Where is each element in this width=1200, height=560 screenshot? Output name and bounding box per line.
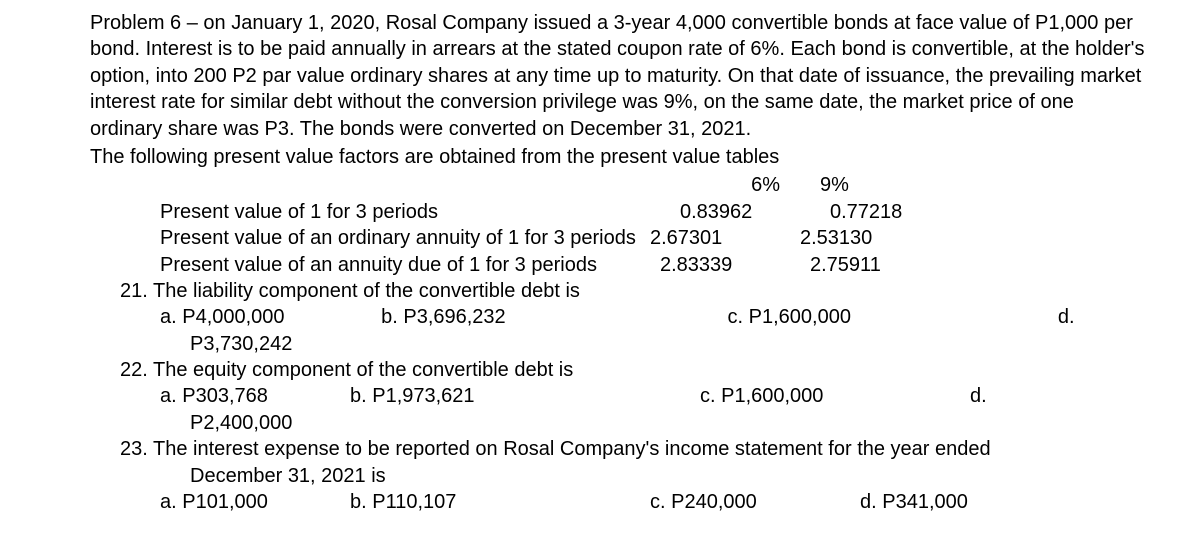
pv-table: 6% 9% Present value of 1 for 3 periods 0… xyxy=(160,172,1150,278)
q22-option-d: d. xyxy=(970,383,1070,409)
q21-option-c: c. P1,600,000 xyxy=(658,304,958,330)
q22-text: 22. The equity component of the converti… xyxy=(120,357,1150,383)
q23-text: 23. The interest expense to be reported … xyxy=(120,436,1150,462)
q22-option-b: b. P1,973,621 xyxy=(350,383,700,409)
q23-text-line2: December 31, 2021 is xyxy=(190,463,1150,489)
q21-option-b: b. P3,696,232 xyxy=(381,304,657,330)
q21-text: 21. The liability component of the conve… xyxy=(120,278,1150,304)
pv-cell: 2.53130 xyxy=(780,225,930,251)
pv-cell: 2.67301 xyxy=(650,225,780,251)
pv-col-header-1: 6% xyxy=(650,172,820,198)
pv-row-label: Present value of an annuity due of 1 for… xyxy=(160,252,650,278)
q23-option-d: d. P341,000 xyxy=(860,489,1010,515)
q21-option-d: d. xyxy=(958,304,1150,330)
pv-row-label: Present value of 1 for 3 periods xyxy=(160,199,650,225)
pv-cell: 2.75911 xyxy=(790,252,940,278)
q22-option-a-line2: P2,400,000 xyxy=(190,410,1150,436)
pv-cell: 2.83339 xyxy=(650,252,790,278)
q22-option-c: c. P1,600,000 xyxy=(700,383,970,409)
pv-col-header-2: 9% xyxy=(820,172,950,198)
q23-option-b: b. P110,107 xyxy=(350,489,650,515)
pv-intro: The following present value factors are … xyxy=(90,144,1150,170)
q21-option-a: a. P4,000,000 xyxy=(160,304,381,330)
q23-option-c: c. P240,000 xyxy=(650,489,860,515)
pv-cell: 0.77218 xyxy=(810,199,960,225)
q21-option-a-line2: P3,730,242 xyxy=(190,331,1150,357)
pv-cell: 0.83962 xyxy=(650,199,810,225)
q23-option-a: a. P101,000 xyxy=(160,489,350,515)
problem-intro: Problem 6 – on January 1, 2020, Rosal Co… xyxy=(90,10,1150,142)
pv-row-label: Present value of an ordinary annuity of … xyxy=(160,225,650,251)
q22-option-a: a. P303,768 xyxy=(160,383,350,409)
